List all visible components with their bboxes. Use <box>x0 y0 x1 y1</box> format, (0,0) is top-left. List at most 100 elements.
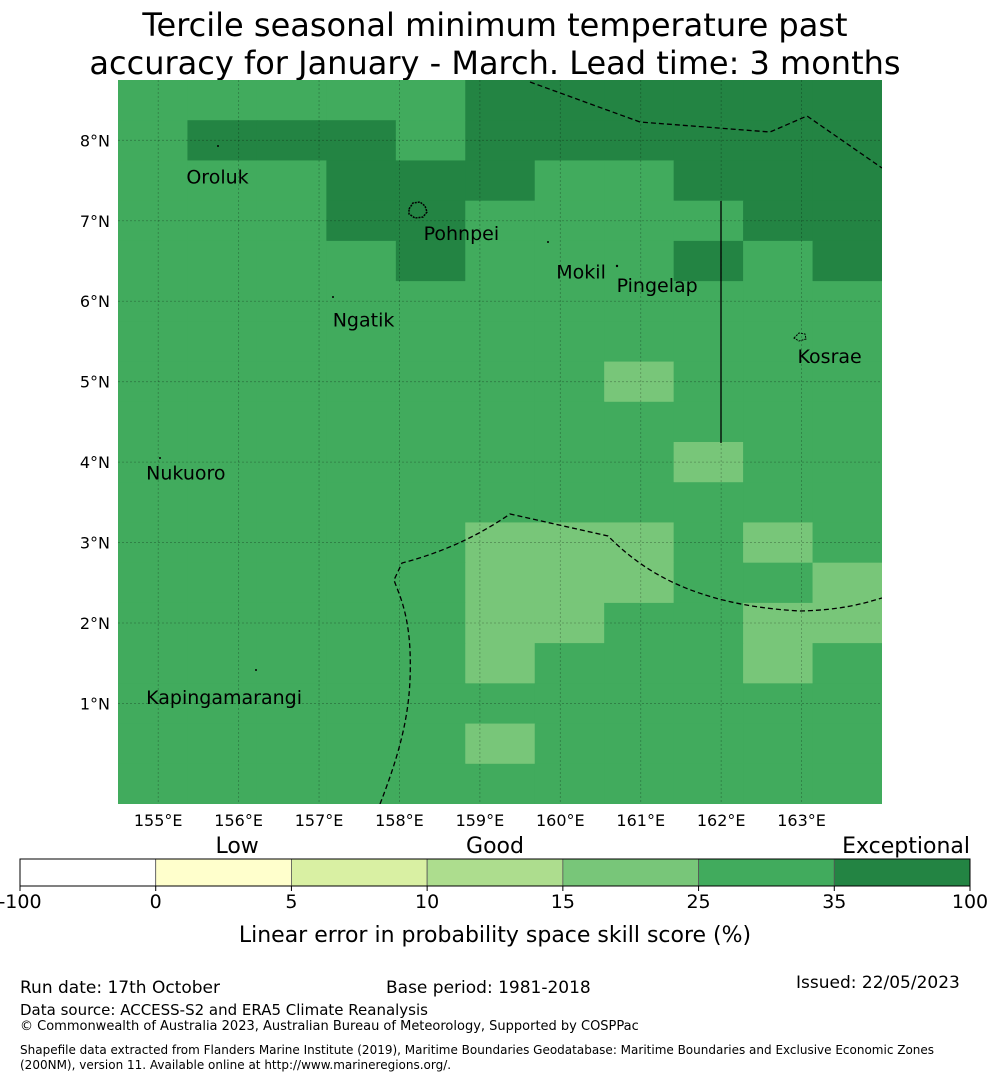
grid-cell <box>534 321 605 363</box>
colorbar-tick-label: 15 <box>551 891 575 913</box>
grid-cell <box>604 522 675 564</box>
shapefile-credit: Shapefile data extracted from Flanders M… <box>20 1043 935 1072</box>
grid-cell <box>604 482 675 524</box>
grid-cell <box>187 643 258 684</box>
grid-cell <box>743 763 814 804</box>
longitude-tick-label: 156°E <box>214 811 263 830</box>
grid-cell <box>673 120 744 162</box>
grid-cell <box>812 361 882 403</box>
island-outlines <box>159 145 807 671</box>
grid-cell <box>256 643 327 684</box>
grid-cell <box>465 361 536 403</box>
grid-cell <box>326 723 397 765</box>
grid-cell <box>118 361 189 403</box>
grid-cell <box>534 80 605 121</box>
grid-cell <box>465 442 536 483</box>
grid-cell <box>118 120 189 162</box>
latitude-tick-label: 1°N <box>80 694 110 713</box>
grid-cell <box>118 80 189 121</box>
issued-date: Issued: 22/05/2023 <box>796 973 960 993</box>
grid-cell <box>395 522 466 564</box>
grid-cell <box>465 80 536 121</box>
grid-cell <box>187 723 258 765</box>
grid-cell <box>534 240 605 282</box>
grid-cell <box>465 401 536 443</box>
grid-cell <box>673 562 744 604</box>
grid-cell <box>812 522 882 564</box>
grid-cell <box>604 120 675 162</box>
colorbar-tick-label: 25 <box>686 891 710 913</box>
grid-cell <box>812 562 882 604</box>
grid-cell <box>465 160 536 202</box>
grid-cell <box>743 643 814 684</box>
grid-cell <box>812 763 882 804</box>
grid-cell <box>812 683 882 725</box>
grid-cell <box>812 200 882 242</box>
colorbar-tick-label: 100 <box>952 891 988 913</box>
grid-cell <box>604 442 675 483</box>
grid-cell <box>326 763 397 804</box>
grid-cell <box>465 763 536 804</box>
copyright: © Commonwealth of Australia 2023, Austra… <box>20 1019 639 1034</box>
kapingamarangi-island-icon <box>255 669 257 671</box>
grid-cell <box>118 200 189 242</box>
grid-cell <box>743 683 814 725</box>
grid-cell <box>326 602 397 644</box>
grid-cell <box>534 643 605 684</box>
grid-cell <box>604 361 675 403</box>
grid-cell <box>812 321 882 363</box>
grid-cell <box>118 683 189 725</box>
nukuoro-island-icon <box>159 457 161 459</box>
longitude-tick-label: 160°E <box>536 811 585 830</box>
grid-cell <box>256 562 327 604</box>
grid-cell <box>395 361 466 403</box>
grid-cell <box>187 160 258 202</box>
grid-cell <box>187 763 258 804</box>
grid-cell <box>256 120 327 162</box>
longitude-tick-label: 155°E <box>134 811 183 830</box>
grid-cell <box>395 80 466 121</box>
colorbar-tick-label: -100 <box>0 891 42 913</box>
grid-cell <box>256 160 327 202</box>
grid-cell <box>187 562 258 604</box>
colorbar-swatch <box>155 858 292 887</box>
latitude-tick-label: 2°N <box>80 614 110 633</box>
grid-cell <box>673 763 744 804</box>
title-line-1: Tercile seasonal minimum temperature pas… <box>142 6 848 44</box>
grid-cell <box>256 200 327 242</box>
grid-cell <box>534 442 605 483</box>
grid-cell <box>604 763 675 804</box>
grid-cell <box>395 562 466 604</box>
grid-cell <box>604 321 675 363</box>
grid-cell <box>673 522 744 564</box>
grid-cell <box>604 643 675 684</box>
grid-cell <box>465 683 536 725</box>
longitude-tick-label: 158°E <box>375 811 424 830</box>
longitude-tick-label: 157°E <box>295 811 344 830</box>
grid-cell <box>812 120 882 162</box>
grid-cell <box>187 200 258 242</box>
grid-cell <box>465 562 536 604</box>
grid-cell <box>743 321 814 363</box>
grid-cell <box>395 401 466 443</box>
grid-cell <box>534 160 605 202</box>
grid-cell <box>743 160 814 202</box>
pingelap-island-icon <box>615 264 619 268</box>
grid-cell <box>326 562 397 604</box>
grid-cell <box>673 643 744 684</box>
grid-cell <box>326 240 397 282</box>
eez-boundaries <box>379 81 882 804</box>
map-title: Tercile seasonal minimum temperature pas… <box>0 6 990 82</box>
grid-cell <box>187 120 258 162</box>
grid-cell <box>673 723 744 765</box>
place-label: Kapingamarangi <box>146 687 302 709</box>
grid-cell <box>743 522 814 564</box>
grid-cell <box>604 200 675 242</box>
place-label: Nukuoro <box>146 463 225 485</box>
place-label: Oroluk <box>186 167 248 189</box>
grid-cell <box>326 643 397 684</box>
grid-cell <box>187 361 258 403</box>
grid-cell <box>534 522 605 564</box>
grid-cell <box>743 401 814 443</box>
